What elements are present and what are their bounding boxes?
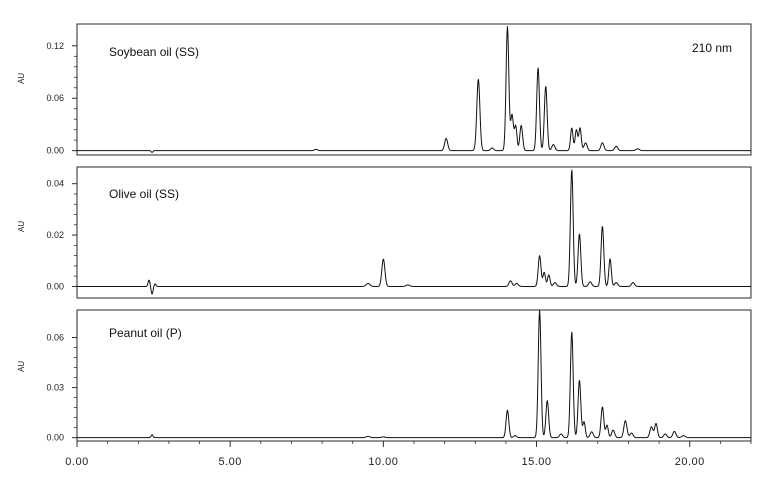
y-tick-label: 0.03	[46, 383, 64, 393]
x-tick-label: 15.00	[522, 456, 552, 468]
y-ticks	[72, 337, 77, 439]
y-tick-labels: 0.00 0.06 0.12	[46, 41, 64, 156]
y-axis-label: AU	[17, 361, 26, 372]
y-tick-label: 0.04	[46, 179, 64, 189]
y-tick-label: 0.06	[46, 333, 64, 343]
y-tick-label: 0.06	[46, 93, 64, 103]
y-axis-label: AU	[17, 221, 26, 232]
x-tick-labels: 0.00 5.00 10.00 15.00 20.00	[65, 456, 704, 468]
panel-frame	[76, 166, 752, 299]
panel-title: Peanut oil (P)	[109, 326, 182, 340]
wavelength-annotation: 210 nm	[692, 41, 732, 55]
y-axis-label: AU	[17, 73, 26, 84]
olive-oil-trace	[76, 169, 752, 295]
y-tick-labels: 0.00 0.03 0.06	[46, 333, 64, 443]
x-tick-label: 20.00	[675, 456, 705, 468]
y-ticks	[72, 45, 77, 152]
y-tick-label: 0.00	[46, 281, 64, 291]
panel-title: Soybean oil (SS)	[109, 45, 199, 59]
x-tick-label: 0.00	[65, 456, 88, 468]
y-tick-labels: 0.00 0.02 0.04	[46, 179, 64, 292]
y-ticks	[72, 183, 77, 287]
y-tick-label: 0.00	[46, 433, 64, 443]
panel-title: Olive oil (SS)	[109, 187, 179, 201]
panel-frame	[76, 23, 752, 156]
panel-olive-oil: Olive oil (SS) AU 0.00 0.02 0.04	[17, 166, 752, 299]
x-tick-label: 10.00	[368, 456, 398, 468]
peanut-oil-trace	[76, 309, 752, 439]
x-ticks	[76, 441, 752, 447]
y-tick-label: 0.12	[46, 41, 64, 51]
panel-soybean-oil: Soybean oil (SS) 210 nm AU 0.00 0.06 0.1…	[17, 23, 752, 156]
y-tick-label: 0.02	[46, 230, 64, 240]
y-tick-label: 0.00	[46, 146, 64, 156]
x-tick-label: 5.00	[218, 456, 241, 468]
panel-peanut-oil: Peanut oil (P) AU 0.00 0.03 0.06	[17, 309, 752, 443]
x-axis: 0.00 5.00 10.00 15.00 20.00	[65, 441, 752, 468]
soybean-oil-trace	[76, 26, 752, 153]
